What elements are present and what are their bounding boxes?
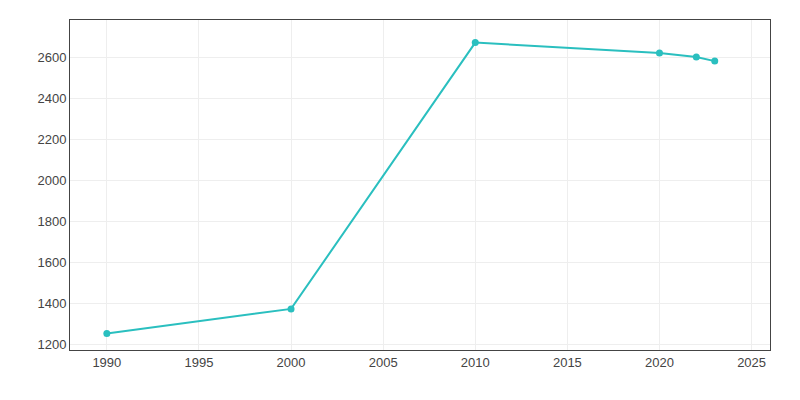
svg-text:1200: 1200 (37, 337, 66, 352)
svg-text:1800: 1800 (37, 214, 66, 229)
svg-text:2400: 2400 (37, 91, 66, 106)
svg-text:1400: 1400 (37, 296, 66, 311)
svg-text:2025: 2025 (737, 355, 766, 370)
svg-text:2015: 2015 (553, 355, 582, 370)
svg-text:2005: 2005 (369, 355, 398, 370)
svg-text:1600: 1600 (37, 255, 66, 270)
svg-text:2600: 2600 (37, 50, 66, 65)
svg-text:2020: 2020 (645, 355, 674, 370)
svg-text:1995: 1995 (184, 355, 213, 370)
svg-text:1990: 1990 (92, 355, 121, 370)
svg-text:2010: 2010 (461, 355, 490, 370)
svg-text:2000: 2000 (277, 355, 306, 370)
svg-text:2000: 2000 (37, 173, 66, 188)
svg-text:2200: 2200 (37, 132, 66, 147)
